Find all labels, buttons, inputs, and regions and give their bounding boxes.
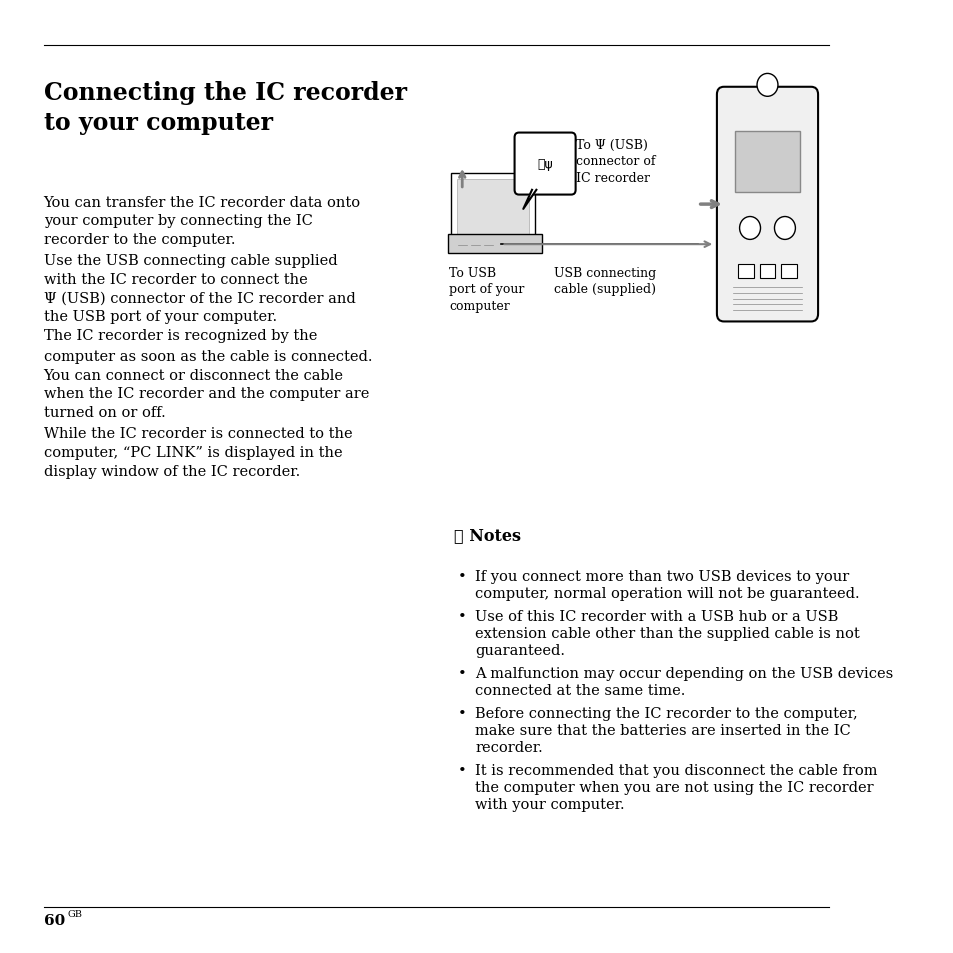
Text: A malfunction may occur depending on the USB devices: A malfunction may occur depending on the… — [475, 666, 893, 680]
Text: •: • — [457, 609, 466, 623]
Text: You can connect or disconnect the cable: You can connect or disconnect the cable — [44, 368, 343, 382]
Text: If you connect more than two USB devices to your: If you connect more than two USB devices… — [475, 569, 849, 583]
Text: computer, “PC LINK” is displayed in the: computer, “PC LINK” is displayed in the — [44, 445, 342, 459]
FancyBboxPatch shape — [456, 180, 528, 234]
Text: •: • — [457, 763, 466, 778]
Text: GB: GB — [67, 909, 82, 918]
Text: your computer by connecting the IC: your computer by connecting the IC — [44, 213, 313, 228]
Text: extension cable other than the supplied cable is not: extension cable other than the supplied … — [475, 626, 860, 640]
FancyBboxPatch shape — [737, 265, 753, 278]
Text: the USB port of your computer.: the USB port of your computer. — [44, 310, 276, 324]
Text: 60: 60 — [44, 913, 65, 926]
Text: Connecting the IC recorder
to your computer: Connecting the IC recorder to your compu… — [44, 81, 406, 134]
FancyBboxPatch shape — [514, 133, 575, 195]
Text: computer as soon as the cable is connected.: computer as soon as the cable is connect… — [44, 350, 372, 364]
FancyBboxPatch shape — [716, 88, 818, 322]
Text: IC recorder: IC recorder — [575, 172, 649, 185]
Text: with your computer.: with your computer. — [475, 798, 624, 812]
Text: turned on or off.: turned on or off. — [44, 405, 165, 419]
Text: the computer when you are not using the IC recorder: the computer when you are not using the … — [475, 781, 873, 795]
Text: •: • — [457, 569, 466, 583]
Text: USB connecting: USB connecting — [554, 267, 656, 280]
FancyBboxPatch shape — [735, 132, 799, 193]
Text: computer, normal operation will not be guaranteed.: computer, normal operation will not be g… — [475, 586, 859, 600]
Text: Before connecting the IC recorder to the computer,: Before connecting the IC recorder to the… — [475, 706, 857, 720]
Text: Use the USB connecting cable supplied: Use the USB connecting cable supplied — [44, 253, 336, 268]
Text: Ψ (USB) connector of the IC recorder and: Ψ (USB) connector of the IC recorder and — [44, 291, 355, 305]
Text: It is recommended that you disconnect the cable from: It is recommended that you disconnect th… — [475, 763, 877, 778]
Text: make sure that the batteries are inserted in the IC: make sure that the batteries are inserte… — [475, 723, 850, 738]
Text: To USB: To USB — [449, 267, 496, 280]
Text: The IC recorder is recognized by the: The IC recorder is recognized by the — [44, 328, 316, 342]
Text: You can transfer the IC recorder data onto: You can transfer the IC recorder data on… — [44, 195, 360, 210]
Text: recorder.: recorder. — [475, 740, 542, 755]
Text: connected at the same time.: connected at the same time. — [475, 683, 685, 698]
Text: ⏧ψ: ⏧ψ — [537, 158, 553, 171]
Text: guaranteed.: guaranteed. — [475, 643, 565, 658]
Circle shape — [774, 217, 795, 240]
Text: cable (supplied): cable (supplied) — [554, 283, 655, 296]
Text: While the IC recorder is connected to the: While the IC recorder is connected to th… — [44, 427, 352, 441]
Circle shape — [739, 217, 760, 240]
FancyBboxPatch shape — [759, 265, 775, 278]
FancyBboxPatch shape — [781, 265, 797, 278]
Text: recorder to the computer.: recorder to the computer. — [44, 233, 234, 247]
Circle shape — [757, 74, 777, 97]
Polygon shape — [523, 191, 536, 210]
Text: •: • — [457, 666, 466, 680]
Text: computer: computer — [449, 299, 509, 313]
Text: connector of: connector of — [575, 155, 655, 168]
FancyBboxPatch shape — [448, 234, 541, 253]
FancyBboxPatch shape — [451, 173, 534, 241]
Text: with the IC recorder to connect the: with the IC recorder to connect the — [44, 273, 307, 287]
Text: port of your: port of your — [449, 283, 524, 296]
Text: ☒ Notes: ☒ Notes — [453, 526, 520, 543]
Text: display window of the IC recorder.: display window of the IC recorder. — [44, 464, 299, 478]
Text: •: • — [457, 706, 466, 720]
Text: when the IC recorder and the computer are: when the IC recorder and the computer ar… — [44, 387, 369, 401]
Text: To Ψ (USB): To Ψ (USB) — [575, 139, 647, 152]
Text: Use of this IC recorder with a USB hub or a USB: Use of this IC recorder with a USB hub o… — [475, 609, 838, 623]
